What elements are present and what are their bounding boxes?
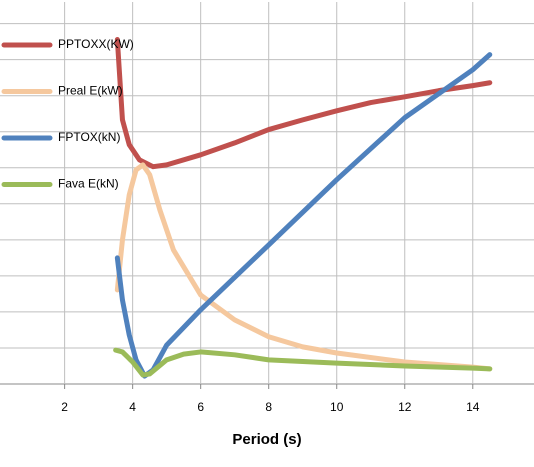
x-tick-label: 12 bbox=[398, 400, 412, 414]
legend-label: Fava E(kN) bbox=[58, 177, 119, 191]
x-tick-label: 8 bbox=[265, 400, 272, 414]
series-line bbox=[114, 36, 493, 170]
legend-label: FPTOX(kN) bbox=[58, 130, 120, 144]
legend-label: PPTOXX(KW) bbox=[58, 37, 134, 51]
series-line bbox=[114, 162, 493, 372]
x-tick-label: 14 bbox=[466, 400, 480, 414]
series-line bbox=[113, 347, 493, 378]
x-axis-label: Period (s) bbox=[232, 431, 301, 448]
x-tick-label: 10 bbox=[330, 400, 344, 414]
x-tick-label: 6 bbox=[197, 400, 204, 414]
series-line bbox=[114, 52, 493, 379]
x-tick-label: 4 bbox=[129, 400, 136, 414]
legend-label: Preal E(kW) bbox=[58, 84, 123, 98]
x-tick-label: 2 bbox=[61, 400, 68, 414]
